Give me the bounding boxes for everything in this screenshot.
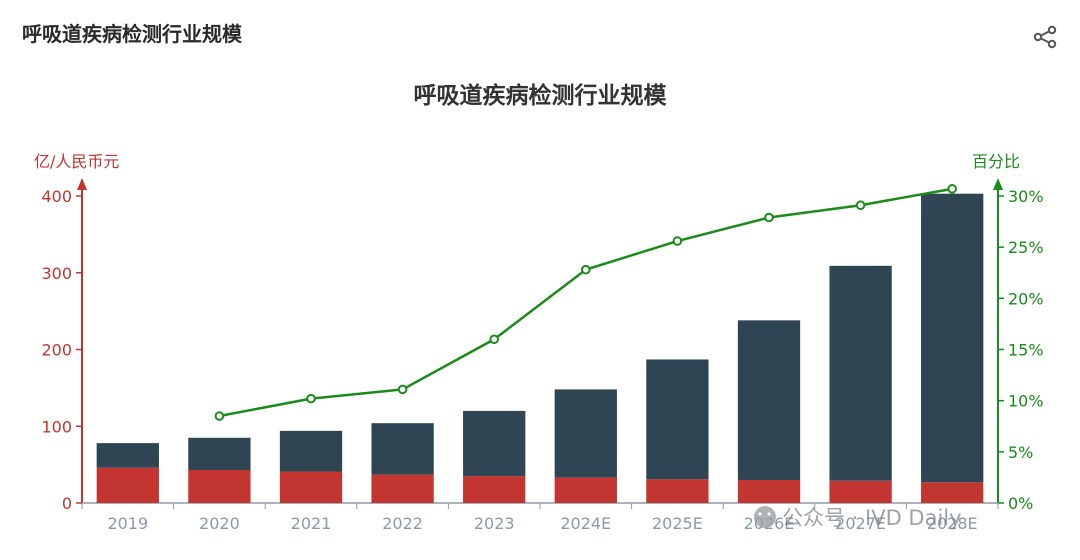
x-tick-label: 2019 [107,514,148,533]
right-tick-label: 30% [1008,187,1044,206]
bar-segment-lower [188,469,251,503]
bar-segment-upper [921,193,984,483]
page-title: 呼吸道疾病检测行业规模 [22,22,242,46]
axes-group: 0 100 200 300 400 0% 5% 10% 15% 20% 25% 30% 2019 2020… [41,178,1044,533]
bar-segment-upper [279,430,343,472]
line-point [947,184,958,194]
right-tick-label: 5% [1008,443,1033,462]
bar-segment-upper [737,320,801,480]
bar-segment-lower [279,471,343,503]
x-tick-label: 2022 [382,514,423,533]
bars-group [96,193,984,503]
right-tick-label: 15% [1008,341,1044,360]
left-tick-label: 400 [41,187,72,206]
right-axis-label: 百分比 [972,152,1020,171]
bar-segment-lower [921,482,984,503]
share-icon[interactable] [1032,24,1058,50]
right-axis-arrow [993,178,1003,190]
line-point [764,212,774,223]
left-axis-label: 亿/人民币元 [34,152,119,171]
bar-segment-upper [96,443,159,468]
chart-title: 呼吸道疾病检测行业规模 [414,82,668,109]
line-point [581,264,591,275]
line-point [214,411,225,421]
x-tick-label: 2027E [835,514,886,533]
bar-segment-lower [646,479,709,503]
line-point [397,384,408,395]
bar-segment-lower [96,467,159,503]
line-point [306,393,316,404]
watermark: 公众号 · IVD Daily [754,506,962,530]
right-tick-label: 10% [1008,392,1044,411]
x-tick-label: 2021 [291,514,332,533]
bar-segment-lower [554,477,617,503]
bar-segment-upper [188,437,251,470]
left-tick-label: 0 [62,494,72,513]
left-tick-label: 300 [41,264,72,283]
bar-segment-lower [463,476,526,503]
x-tick-label: 2028E [927,514,978,533]
right-tick-label: 0% [1008,494,1033,513]
bar-segment-lower [737,479,801,503]
line-group [214,184,958,421]
bar-segment-lower [371,474,434,503]
watermark-text: 公众号 · IVD Daily [782,506,962,530]
bar-segment-upper [829,265,892,481]
x-tick-label: 2020 [199,514,240,533]
right-tick-label: 20% [1008,289,1044,308]
x-tick-label: 2024E [560,514,611,533]
bar-segment-upper [371,423,434,475]
left-tick-label: 200 [41,341,72,360]
bar-segment-upper [646,359,709,480]
left-tick-label: 100 [41,417,72,436]
left-axis-arrow [77,178,87,190]
line-point [489,334,500,345]
line-point [672,236,683,246]
x-tick-label: 2023 [474,514,515,533]
right-tick-label: 25% [1008,238,1044,257]
bar-segment-upper [554,389,617,478]
bar-segment-lower [829,480,892,503]
line-point [855,200,866,211]
bar-segment-upper [463,410,526,477]
x-tick-label: 2025E [652,514,703,533]
